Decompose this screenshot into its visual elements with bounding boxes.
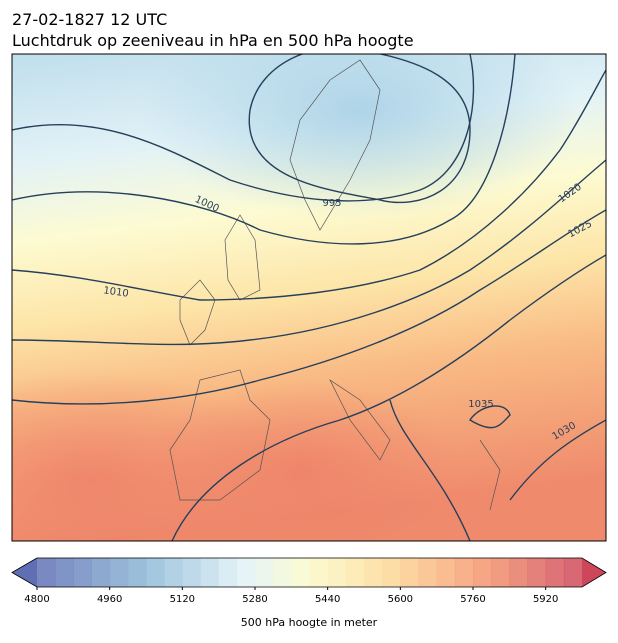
colorbar-segment [164, 558, 183, 587]
colorbar-segment [345, 558, 365, 587]
colorbar-segment [37, 558, 56, 587]
colorbar-segment [109, 558, 129, 587]
colorbar-segment [473, 558, 492, 587]
date: 27-02-1827 12 UTC [12, 10, 167, 29]
colorbar-tick-label: 5440 [315, 594, 340, 605]
colorbar-extend [582, 558, 606, 587]
colorbar-segment [73, 558, 92, 587]
colorbar-segment [364, 558, 383, 587]
colorbar-segment [563, 558, 583, 587]
colorbar-segment [236, 558, 256, 587]
colorbar-segment [309, 558, 329, 587]
colorbar-tick-label: 5120 [170, 594, 195, 605]
colorbar-segment [291, 558, 310, 587]
colorbar-segment [527, 558, 547, 587]
colorbar-tick-label: 4800 [24, 594, 49, 605]
contour-label: 1010 [103, 285, 130, 299]
colorbar-tick-label: 5280 [242, 594, 267, 605]
colorbar-segment [182, 558, 201, 587]
colorbar-segment [509, 558, 528, 587]
colorbar-segment [491, 558, 510, 587]
colorbar-segment [55, 558, 74, 587]
colorbar-frame [11, 557, 607, 588]
colorbar-segment [327, 558, 347, 587]
contour-label: 995 [322, 198, 341, 209]
colorbar-tick-label: 5760 [460, 594, 485, 605]
contour-label: 1035 [468, 399, 493, 410]
colorbar-label: 500 hPa hoogte in meter [241, 616, 378, 629]
colorbar-segment [382, 558, 401, 587]
colorbar-tick-label: 5920 [533, 594, 558, 605]
colorbar-segment [127, 558, 147, 587]
map-frame [11, 53, 607, 542]
colorbar-segment [418, 558, 438, 587]
colorbar-segment [545, 558, 565, 587]
colorbar-segment [146, 558, 165, 587]
title: Luchtdruk op zeeniveau in hPa en 500 hPa… [12, 31, 414, 50]
map: 995 1000 1010 1020 1025 1030 1035 [12, 54, 606, 541]
colorbar-segment [255, 558, 274, 587]
colorbar-tick-label: 5600 [388, 594, 413, 605]
colorbar-tick-label: 4960 [97, 594, 122, 605]
colorbar-segment [454, 558, 474, 587]
colorbar-segment [273, 558, 292, 587]
colorbar-extend [12, 558, 37, 587]
colorbar-segment [200, 558, 220, 587]
colorbar-segment [436, 558, 456, 587]
colorbar-segment [218, 558, 238, 587]
colorbar-segment [91, 558, 111, 587]
colorbar: 4800 4960 5120 5280 5440 5600 5760 5920 [11, 557, 607, 605]
colorbar-segment [400, 558, 419, 587]
